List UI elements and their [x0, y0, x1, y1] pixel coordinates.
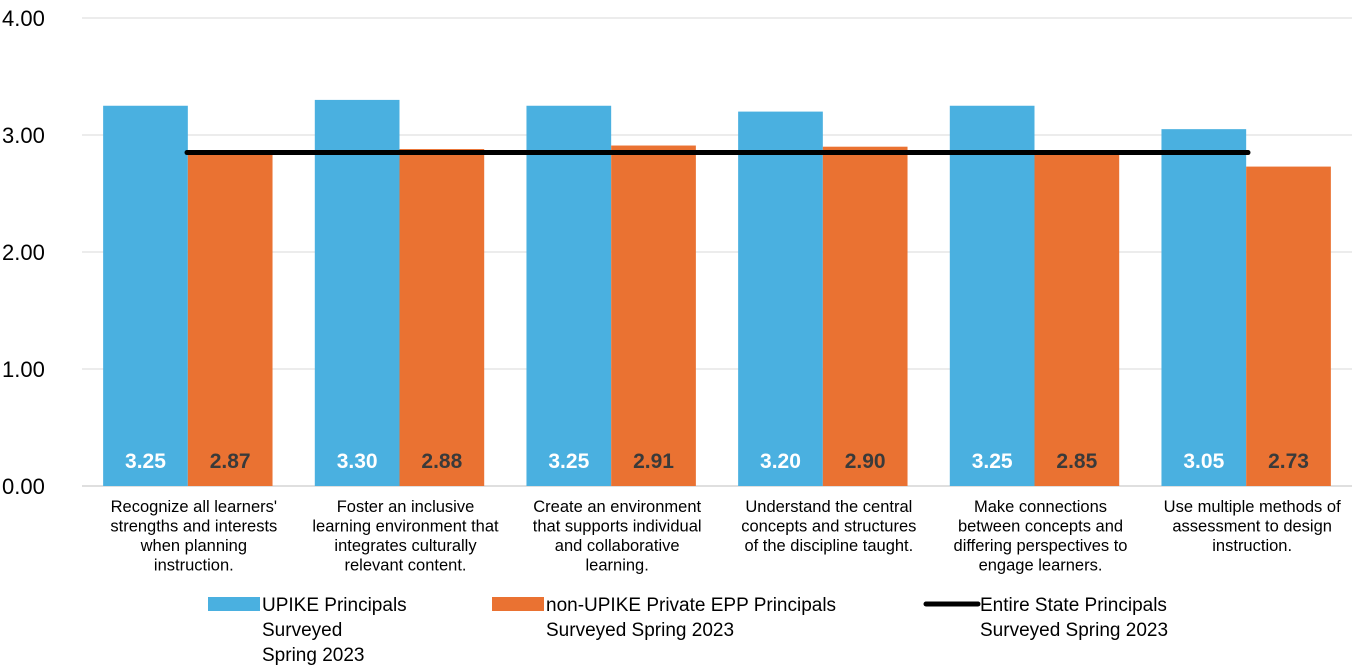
x-category-label-line: and collaborative: [555, 537, 680, 555]
x-category-label-line: Foster an inclusive: [337, 498, 475, 516]
bar: [399, 149, 485, 487]
legend-label-line: UPIKE Principals: [262, 595, 407, 616]
x-category-label-line: integrates culturally: [334, 537, 477, 555]
legend-label: Entire State Principals Surveyed Spring 2…: [980, 595, 1168, 641]
data-label: 3.30: [337, 450, 378, 473]
y-tick-label: 4.00: [2, 6, 45, 31]
x-category-label: Create an environment that supports indiv…: [533, 498, 702, 575]
bar: [526, 105, 612, 486]
data-label: 2.85: [1056, 450, 1097, 473]
x-category-label-line: that supports individual: [533, 518, 702, 536]
x-category-label-line: learning environment that: [312, 518, 499, 536]
bar: [314, 99, 400, 487]
x-category-label-line: assessment to design: [1172, 518, 1332, 536]
x-axis-category-labels: Recognize all learners' strengths and int…: [110, 498, 1341, 575]
legend-label-line: Surveyed Spring 2023: [546, 620, 734, 641]
data-label: 3.05: [1183, 450, 1224, 473]
legend-label-line: Surveyed: [262, 620, 342, 641]
data-label: 3.25: [548, 450, 589, 473]
x-category-label-line: concepts and structures: [741, 518, 916, 536]
legend-label-line: Entire State Principals: [980, 595, 1167, 616]
legend-label: non-UPIKE Private EPP Principals Surveyed…: [546, 595, 836, 641]
x-category-label-line: relevant content.: [345, 557, 467, 575]
x-category-label: Make connections between concepts and diff…: [954, 498, 1128, 575]
bar: [1034, 152, 1120, 487]
x-category-label: Foster an inclusive learning environment …: [312, 498, 499, 575]
legend-label-line: non-UPIKE Private EPP Principals: [546, 595, 836, 616]
bars: [103, 99, 1331, 487]
x-category-label-line: Use multiple methods of: [1164, 498, 1341, 516]
x-category-label-line: between concepts and: [958, 518, 1123, 536]
x-category-label: Use multiple methods of assessment to des…: [1164, 498, 1341, 555]
bar: [1161, 129, 1247, 486]
data-label: 2.90: [845, 450, 886, 473]
x-category-label-line: engage learners.: [979, 557, 1103, 575]
y-tick-label: 0.00: [2, 474, 45, 499]
x-category-label-line: Create an environment: [533, 498, 701, 516]
bar: [822, 146, 908, 486]
bar: [187, 150, 273, 486]
x-category-label-line: of the discipline taught.: [744, 537, 913, 555]
x-category-label-line: instruction.: [154, 557, 234, 575]
data-label: 3.25: [125, 450, 166, 473]
bar: [103, 105, 188, 486]
data-labels: 3.25 2.87 3.30 2.88 3.25 2.91 3.20 2.90 3.25 2.85…: [125, 450, 1309, 473]
x-category-label-line: differing perspectives to: [954, 537, 1128, 555]
x-category-label: Recognize all learners' strengths and int…: [110, 498, 277, 575]
gridlines: [82, 17, 1352, 487]
legend-swatch: [492, 597, 544, 611]
bar: [738, 111, 823, 486]
legend: UPIKE Principals Surveyed Spring 2023 non-U…: [208, 595, 1168, 666]
legend-label: UPIKE Principals Surveyed Spring 2023: [262, 595, 407, 666]
x-category-label-line: learning.: [586, 557, 649, 575]
data-label: 3.20: [760, 450, 801, 473]
y-axis-tick-labels: 0.00 1.00 2.00 3.00 4.00: [2, 6, 45, 499]
bar: [1246, 166, 1331, 486]
data-label: 2.73: [1268, 450, 1309, 473]
y-tick-label: 2.00: [2, 240, 45, 265]
y-tick-label: 1.00: [2, 357, 45, 382]
data-label: 2.87: [210, 450, 251, 473]
legend-swatch: [208, 597, 260, 611]
x-category-label-line: instruction.: [1212, 537, 1292, 555]
data-label: 2.91: [633, 450, 674, 473]
y-tick-label: 3.00: [2, 123, 45, 148]
x-category-label-line: Make connections: [974, 498, 1107, 516]
legend-label-line: Surveyed Spring 2023: [980, 620, 1168, 641]
x-category-label-line: when planning: [140, 537, 247, 555]
x-category-label-line: Recognize all learners': [111, 498, 277, 516]
bar: [949, 105, 1035, 486]
x-category-label: Understand the central concepts and struc…: [741, 498, 916, 555]
x-category-label-line: Understand the central: [745, 498, 912, 516]
x-category-label-line: strengths and interests: [110, 518, 277, 536]
data-label: 2.88: [421, 450, 462, 473]
legend-label-line: Spring 2023: [262, 645, 364, 666]
data-label: 3.25: [972, 450, 1013, 473]
bar: [611, 145, 696, 486]
